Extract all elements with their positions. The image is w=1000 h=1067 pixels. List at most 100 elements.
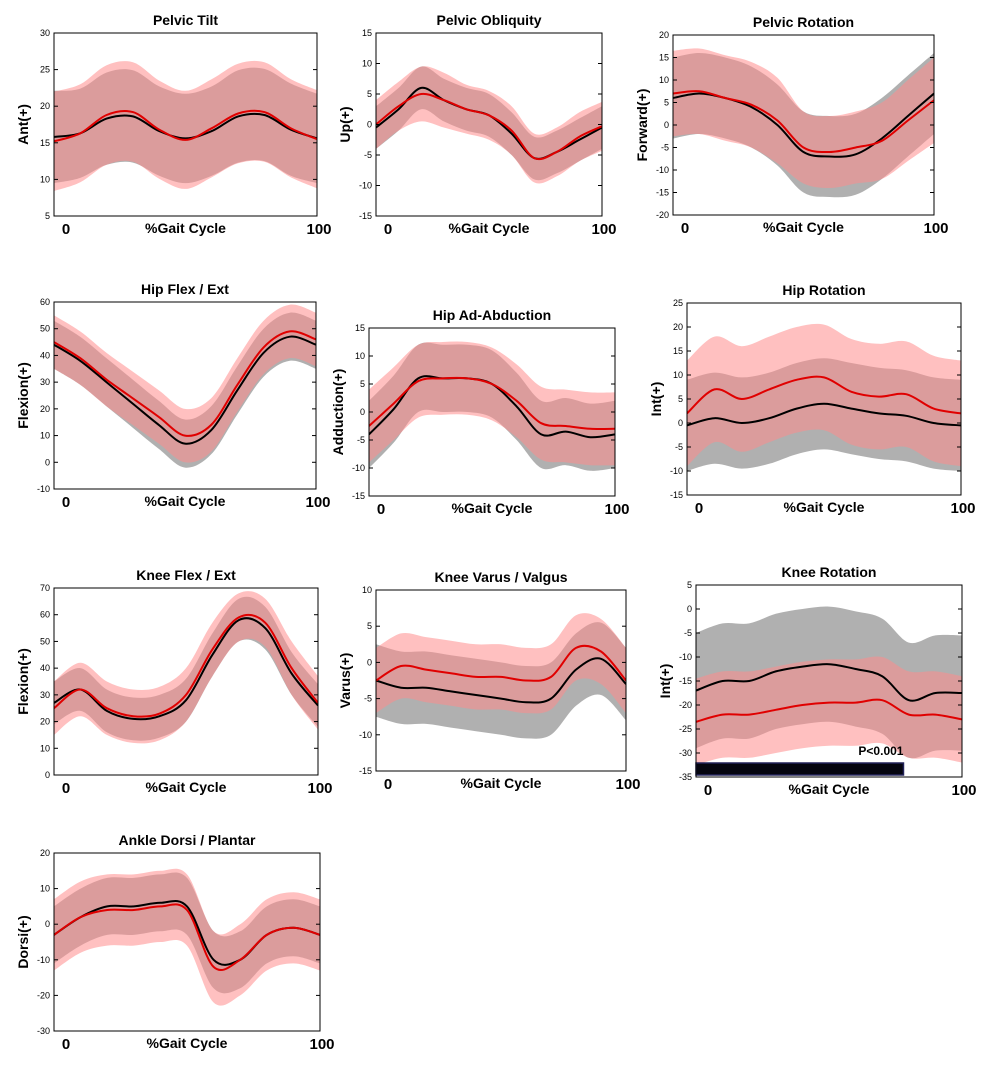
y-tick-label: 60 <box>40 297 50 307</box>
mean-line-red-series <box>54 903 320 972</box>
plot-frame <box>53 852 321 1032</box>
y-tick-label: -15 <box>359 211 372 221</box>
x-tick-label-end: 100 <box>950 500 975 517</box>
mean-line-red-series <box>376 644 626 682</box>
y-axis-label: Adduction(+) <box>330 369 346 456</box>
y-tick-label: 0 <box>45 457 50 467</box>
y-tick-label: -5 <box>357 435 365 445</box>
plot-area <box>696 606 962 765</box>
sd-band-red-series <box>673 48 934 188</box>
x-axis-label: %Gait Cycle <box>145 493 226 509</box>
plot-frame <box>53 301 317 490</box>
y-tick-label: 15 <box>40 138 50 148</box>
x-tick-label-start: 0 <box>384 776 392 793</box>
y-axis-label: Ant(+) <box>15 104 31 145</box>
y-tick-label: 30 <box>40 377 50 387</box>
x-tick-label-start: 0 <box>681 220 689 237</box>
y-tick-label: 50 <box>40 636 50 646</box>
y-tick-label: 10 <box>40 743 50 753</box>
y-tick-label: -15 <box>670 490 683 500</box>
y-tick-label: 15 <box>659 53 669 63</box>
x-tick-label-start: 0 <box>62 494 70 511</box>
y-tick-label: -10 <box>679 652 692 662</box>
y-tick-label: -10 <box>37 484 50 494</box>
plot-pelvic-rotation: -20 -15 -10 -5 0 5 10 15 20 Pelvic Rotation Forwar… <box>634 14 949 237</box>
y-tick-label: 5 <box>45 211 50 221</box>
y-tick-label: 20 <box>40 717 50 727</box>
y-tick-label: 10 <box>673 370 683 380</box>
y-tick-label: 5 <box>367 89 372 99</box>
y-tick-label: -30 <box>37 1026 50 1036</box>
y-tick-label: -10 <box>359 730 372 740</box>
x-tick-label-end: 100 <box>306 221 331 238</box>
y-tick-label: -5 <box>364 694 372 704</box>
significance-bar <box>695 762 905 776</box>
x-tick-label-start: 0 <box>62 221 70 238</box>
x-axis-label: %Gait Cycle <box>145 220 226 236</box>
y-tick-label: 5 <box>360 379 365 389</box>
sd-band-red-series <box>54 304 316 463</box>
plot-area <box>54 591 318 744</box>
plot-area <box>376 66 602 184</box>
x-axis-label: %Gait Cycle <box>784 499 865 515</box>
y-tick-label: 0 <box>367 120 372 130</box>
y-axis-label: Up(+) <box>337 106 353 142</box>
y-tick-label: -25 <box>679 724 692 734</box>
y-axis-label: Flexion(+) <box>15 648 31 715</box>
y-tick-label: 70 <box>40 583 50 593</box>
y-axis-label: Dorsi(+) <box>15 915 31 968</box>
y-tick-label: -20 <box>37 990 50 1000</box>
x-tick-label-start: 0 <box>377 501 385 518</box>
y-tick-label: -10 <box>359 181 372 191</box>
plot-title: Pelvic Obliquity <box>436 12 541 28</box>
x-tick-label-end: 100 <box>604 501 629 518</box>
plot-title: Pelvic Tilt <box>153 12 218 28</box>
x-tick-label-end: 100 <box>307 780 332 797</box>
x-axis-label: %Gait Cycle <box>449 220 530 236</box>
y-tick-label: -15 <box>352 491 365 501</box>
y-tick-label: 60 <box>40 610 50 620</box>
y-tick-label: 10 <box>659 75 669 85</box>
y-tick-label: 0 <box>367 657 372 667</box>
x-tick-label-end: 100 <box>615 776 640 793</box>
y-tick-label: 40 <box>40 663 50 673</box>
plot-area <box>54 304 316 468</box>
y-tick-label: 10 <box>355 351 365 361</box>
x-tick-label-start: 0 <box>62 1036 70 1053</box>
y-tick-label: 0 <box>678 418 683 428</box>
sd-band-red-series <box>54 591 318 744</box>
x-tick-label-start: 0 <box>62 780 70 797</box>
plot-title: Hip Rotation <box>782 282 865 298</box>
plot-title: Hip Ad-Abduction <box>433 307 551 323</box>
y-axis-label: Varus(+) <box>337 653 353 709</box>
plot-area <box>673 48 934 198</box>
y-tick-label: 5 <box>664 98 669 108</box>
y-tick-label: -10 <box>352 463 365 473</box>
y-tick-label: 10 <box>40 174 50 184</box>
y-axis-label: Flexion(+) <box>15 362 31 429</box>
y-tick-label: 0 <box>664 120 669 130</box>
plot-title: Ankle Dorsi / Plantar <box>119 832 256 848</box>
mean-line-red-series <box>687 375 961 415</box>
y-tick-label: 20 <box>673 322 683 332</box>
y-tick-label: 10 <box>40 884 50 894</box>
y-axis-label: Int(+) <box>648 382 664 417</box>
plot-area <box>687 323 961 471</box>
y-tick-label: 0 <box>45 919 50 929</box>
plot-area <box>54 60 317 192</box>
y-tick-label: 50 <box>40 324 50 334</box>
y-tick-label: 20 <box>659 30 669 40</box>
y-tick-label: 5 <box>678 394 683 404</box>
y-tick-label: -10 <box>670 466 683 476</box>
mean-line-black-series <box>687 402 961 427</box>
y-tick-label: -20 <box>656 210 669 220</box>
y-tick-label: 20 <box>40 101 50 111</box>
plot-frame <box>53 32 318 217</box>
plot-area <box>54 868 320 1006</box>
y-tick-label: 10 <box>40 431 50 441</box>
y-tick-label: -15 <box>359 766 372 776</box>
mean-line-black-series <box>376 657 626 704</box>
sd-band-red-series <box>687 323 961 467</box>
y-tick-label: 15 <box>673 346 683 356</box>
